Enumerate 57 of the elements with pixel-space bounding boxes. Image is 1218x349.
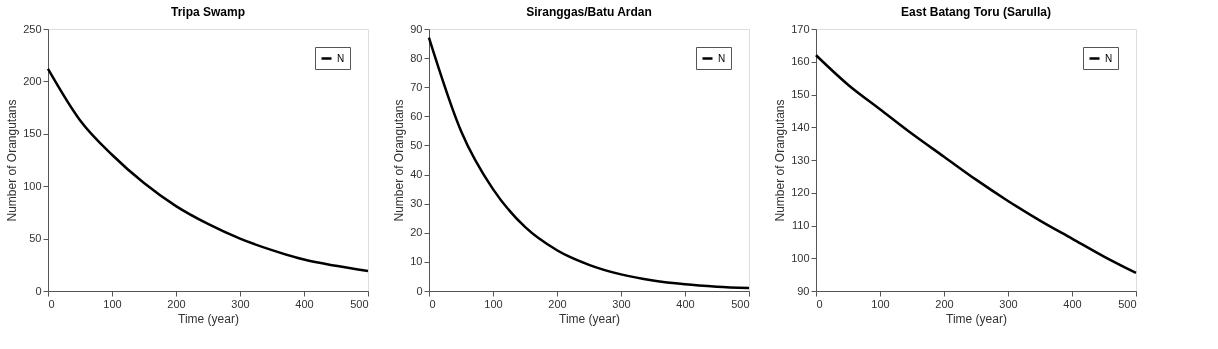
y-tick-label: 250 — [23, 22, 42, 35]
y-tick-label: 70 — [410, 80, 423, 93]
y-tick-label: 150 — [791, 88, 810, 100]
x-tick-label: 100 — [484, 297, 503, 310]
y-tick-label: 50 — [410, 138, 423, 151]
y-tick-label: 10 — [410, 255, 423, 268]
chart-title: Siranggas/Batu Ardan — [526, 5, 652, 19]
y-tick-label: 90 — [410, 22, 423, 35]
y-tick-label: 140 — [791, 120, 810, 133]
legend-label: N — [1105, 52, 1113, 64]
chart-title: East Batang Toru (Sarulla) — [901, 5, 1051, 19]
y-tick-label: 20 — [410, 226, 423, 239]
y-tick-label: 120 — [791, 186, 810, 199]
y-tick-label: 0 — [416, 284, 423, 297]
y-tick-label: 150 — [23, 127, 42, 140]
y-tick-label: 100 — [791, 251, 810, 264]
y-tick-label: 90 — [797, 284, 810, 297]
x-tick-label: 200 — [167, 297, 186, 310]
y-tick-label: 40 — [410, 168, 423, 181]
x-tick-label: 300 — [612, 297, 631, 310]
line-series — [814, 53, 1138, 275]
y-tick-label: 110 — [791, 219, 810, 231]
y-axis-title: Number of Orangutans — [773, 99, 788, 222]
y-axis-title: Number of Orangutans — [392, 99, 407, 222]
x-axis-title: Time (year) — [178, 311, 239, 326]
y-axis-title: Number of Orangutans — [5, 99, 20, 222]
x-tick-label: 400 — [1063, 297, 1082, 310]
x-tick-label: 400 — [295, 297, 314, 310]
x-axis-title: Time (year) — [559, 311, 620, 326]
y-tick-label: 200 — [23, 74, 42, 87]
x-tick-label: 200 — [935, 297, 954, 310]
x-tick-label: 500 — [1118, 297, 1137, 310]
y-tick-label: 130 — [791, 153, 810, 166]
x-tick-label: 300 — [231, 297, 250, 310]
x-tick-label: 400 — [676, 297, 695, 310]
y-tick-label: 0 — [35, 284, 42, 297]
x-tick-label: 0 — [429, 297, 436, 310]
chart-title: Tripa Swamp — [170, 5, 246, 19]
legend-label: N — [337, 52, 345, 64]
y-tick-label: 170 — [791, 22, 810, 35]
y-tick-label: 80 — [410, 51, 423, 64]
x-tick-label: 100 — [103, 297, 122, 310]
x-tick-label: 100 — [871, 297, 890, 310]
x-tick-label: 300 — [999, 297, 1018, 310]
x-tick-label: 0 — [48, 297, 55, 310]
y-tick-label: 100 — [23, 179, 42, 192]
x-tick-label: 0 — [816, 297, 823, 310]
x-tick-label: 200 — [548, 297, 567, 310]
y-tick-label: 60 — [410, 109, 423, 122]
y-tick-label: 50 — [29, 232, 42, 245]
y-tick-label: 30 — [410, 197, 423, 210]
x-tick-label: 500 — [731, 297, 750, 310]
x-axis-title: Time (year) — [946, 311, 1007, 326]
legend-label: N — [718, 52, 726, 64]
line-series — [46, 67, 370, 273]
y-tick-label: 160 — [791, 55, 810, 68]
x-tick-label: 500 — [350, 297, 369, 310]
